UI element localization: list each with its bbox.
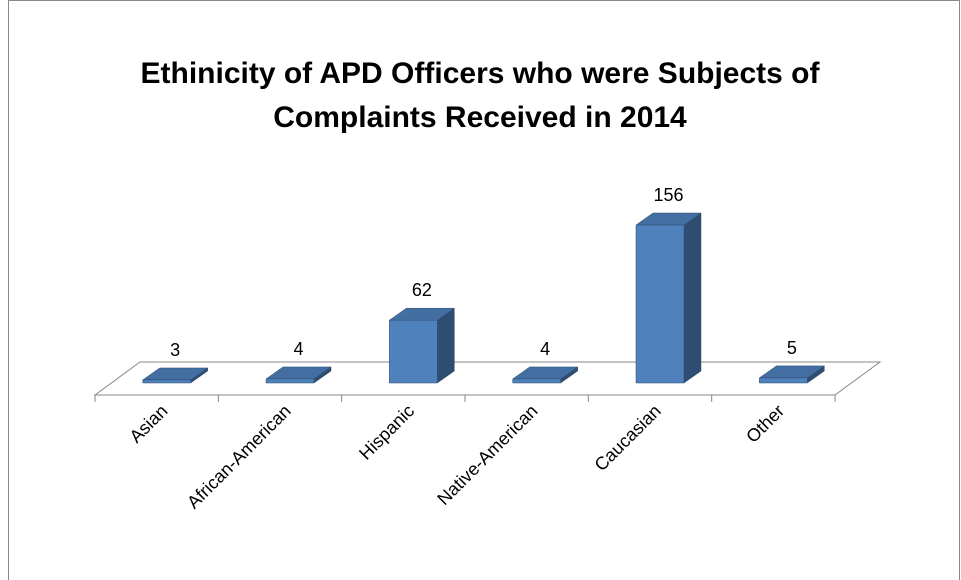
x-tick-label: Caucasian <box>591 401 665 475</box>
bar-face <box>265 378 315 384</box>
x-tick-label: Other <box>742 401 788 447</box>
bar <box>141 367 209 384</box>
bar <box>635 212 702 384</box>
data-label: 5 <box>787 338 797 358</box>
bar <box>758 365 826 384</box>
bar <box>511 366 579 384</box>
bar <box>265 366 332 384</box>
frame <box>8 0 960 580</box>
bar-face <box>683 212 702 384</box>
bar-face <box>759 377 808 384</box>
x-tick-label: Hispanic <box>355 401 418 464</box>
data-label: 62 <box>412 280 432 300</box>
bar-face <box>635 224 685 384</box>
x-tick-label: Asian <box>126 401 172 447</box>
data-label: 4 <box>293 339 303 359</box>
data-label: 156 <box>653 185 683 205</box>
x-tick-label: African-American <box>183 401 295 513</box>
chart-title: Ethinicity of APD Officers who were Subj… <box>140 57 820 134</box>
bar <box>388 307 456 384</box>
data-label: 3 <box>170 340 180 360</box>
data-label: 4 <box>540 339 550 359</box>
bar-face <box>512 378 561 384</box>
bar-face <box>437 307 455 384</box>
bar-face <box>389 319 438 384</box>
bar-face <box>142 379 191 384</box>
x-tick-label: Native-American <box>433 401 541 509</box>
